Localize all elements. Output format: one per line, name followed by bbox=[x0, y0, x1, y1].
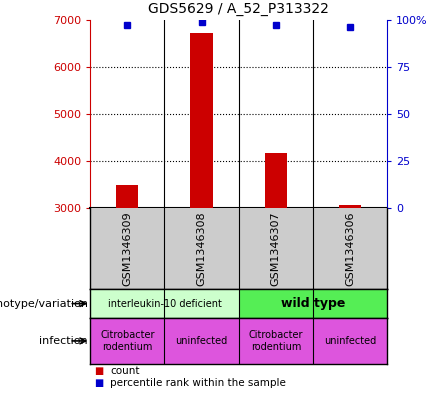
Text: Citrobacter
rodentium: Citrobacter rodentium bbox=[100, 330, 154, 352]
Text: uninfected: uninfected bbox=[176, 336, 228, 346]
Text: interleukin-10 deficient: interleukin-10 deficient bbox=[107, 299, 221, 309]
Bar bbox=[191, 33, 213, 208]
Text: infection: infection bbox=[39, 336, 88, 346]
Title: GDS5629 / A_52_P313322: GDS5629 / A_52_P313322 bbox=[148, 2, 329, 16]
Bar bbox=[116, 185, 139, 208]
Bar bbox=[165, 318, 239, 364]
Bar bbox=[339, 206, 361, 208]
Bar bbox=[90, 318, 165, 364]
Text: GSM1346309: GSM1346309 bbox=[122, 211, 132, 286]
Text: GSM1346308: GSM1346308 bbox=[197, 211, 206, 286]
Text: wild type: wild type bbox=[281, 297, 345, 310]
Text: Citrobacter
rodentium: Citrobacter rodentium bbox=[249, 330, 303, 352]
Bar bbox=[239, 318, 313, 364]
Bar bbox=[265, 153, 287, 208]
Text: GSM1346306: GSM1346306 bbox=[345, 211, 355, 286]
Bar bbox=[90, 289, 239, 318]
Bar bbox=[313, 318, 387, 364]
Bar bbox=[239, 289, 387, 318]
Text: percentile rank within the sample: percentile rank within the sample bbox=[110, 378, 286, 388]
Text: genotype/variation: genotype/variation bbox=[0, 299, 88, 309]
Text: GSM1346307: GSM1346307 bbox=[271, 211, 281, 286]
Text: count: count bbox=[110, 365, 139, 376]
Text: ■: ■ bbox=[95, 378, 104, 388]
Text: ■: ■ bbox=[95, 365, 104, 376]
Text: uninfected: uninfected bbox=[324, 336, 376, 346]
